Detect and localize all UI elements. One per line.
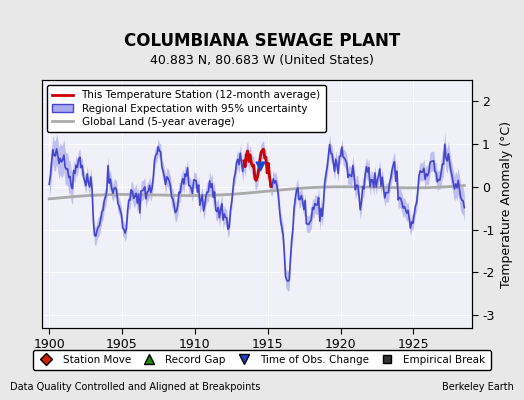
Point — [256, 163, 265, 170]
Legend: This Temperature Station (12-month average), Regional Expectation with 95% uncer: This Temperature Station (12-month avera… — [47, 85, 326, 132]
Text: 40.883 N, 80.683 W (United States): 40.883 N, 80.683 W (United States) — [150, 54, 374, 67]
Y-axis label: Temperature Anomaly (°C): Temperature Anomaly (°C) — [500, 120, 513, 288]
Text: Data Quality Controlled and Aligned at Breakpoints: Data Quality Controlled and Aligned at B… — [10, 382, 261, 392]
Text: Berkeley Earth: Berkeley Earth — [442, 382, 514, 392]
Legend: Station Move, Record Gap, Time of Obs. Change, Empirical Break: Station Move, Record Gap, Time of Obs. C… — [34, 350, 490, 370]
Text: COLUMBIANA SEWAGE PLANT: COLUMBIANA SEWAGE PLANT — [124, 32, 400, 50]
